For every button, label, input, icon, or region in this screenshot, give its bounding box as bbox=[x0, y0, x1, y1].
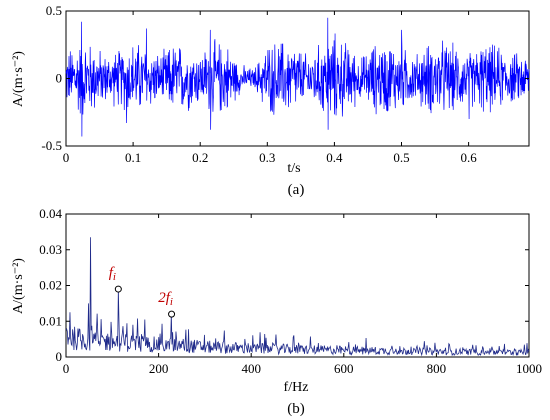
harmonic-marker bbox=[168, 310, 176, 318]
harmonic-label-main: f bbox=[109, 265, 115, 281]
panel-b-x-axis-label: f/Hz bbox=[284, 380, 309, 395]
panel-a-x-ticks: 0 0.1 0.2 0.3 0.4 0.5 0.6 bbox=[63, 11, 477, 165]
panel-a-x-axis-label: t/s bbox=[287, 161, 300, 176]
harmonic-label-sub: i bbox=[170, 296, 173, 308]
y-tick-label: 0.02 bbox=[39, 278, 62, 293]
x-tick-label: 0.6 bbox=[460, 150, 477, 165]
x-tick-label: 400 bbox=[241, 361, 261, 376]
x-tick-label: 0.5 bbox=[393, 150, 409, 165]
y-tick-label: 0.03 bbox=[39, 242, 62, 257]
y-tick-label: 0 bbox=[56, 71, 63, 86]
panel-b-spectrum-line bbox=[65, 237, 530, 357]
panel-a-signal-line bbox=[65, 17, 530, 137]
y-tick-label: 0.5 bbox=[46, 3, 62, 18]
y-tick-label: 0.04 bbox=[39, 206, 62, 221]
y-tick-label: 0 bbox=[56, 349, 63, 364]
x-tick-label: 0.3 bbox=[259, 150, 275, 165]
harmonic-label-main: 2f bbox=[158, 290, 172, 306]
harmonic-marker bbox=[114, 285, 122, 293]
panel-b-caption: (b) bbox=[287, 401, 305, 417]
panel-b-y-ticks: 0 0.01 0.02 0.03 0.04 bbox=[39, 206, 529, 364]
panel-a-y-axis-label: A/(m·s⁻²) bbox=[11, 51, 26, 107]
y-tick-label: 0.01 bbox=[39, 313, 62, 328]
x-tick-label: 1000 bbox=[516, 361, 542, 376]
harmonic-label: 2fi bbox=[158, 290, 173, 308]
x-tick-label: 0.2 bbox=[192, 150, 208, 165]
y-tick-label: -0.5 bbox=[41, 138, 62, 153]
panel-b-y-axis-label: A/(m·s⁻²) bbox=[11, 258, 26, 314]
x-tick-label: 600 bbox=[334, 361, 354, 376]
x-tick-label: 0.4 bbox=[326, 150, 343, 165]
panel-a-caption: (a) bbox=[288, 182, 305, 198]
panel-b-frame bbox=[65, 213, 530, 358]
x-tick-label: 200 bbox=[149, 361, 169, 376]
panel-b-x-ticks: 0 200 400 600 800 1000 bbox=[63, 214, 542, 376]
x-tick-label: 0 bbox=[63, 150, 70, 165]
panel-a-y-ticks: -0.5 0 0.5 bbox=[41, 3, 529, 153]
time-signal-path bbox=[65, 17, 530, 137]
harmonic-label-sub: i bbox=[113, 271, 116, 283]
x-tick-label: 0.1 bbox=[125, 150, 141, 165]
x-tick-label: 800 bbox=[427, 361, 447, 376]
panel-a-time-signal: 0 0.1 0.2 0.3 0.4 0.5 0.6 -0.500.5 t/s A/(m·s⁻… bbox=[11, 3, 530, 198]
harmonic-label: fi bbox=[109, 265, 116, 283]
spectrum-path bbox=[65, 237, 530, 357]
x-tick-label: 0 bbox=[63, 361, 70, 376]
